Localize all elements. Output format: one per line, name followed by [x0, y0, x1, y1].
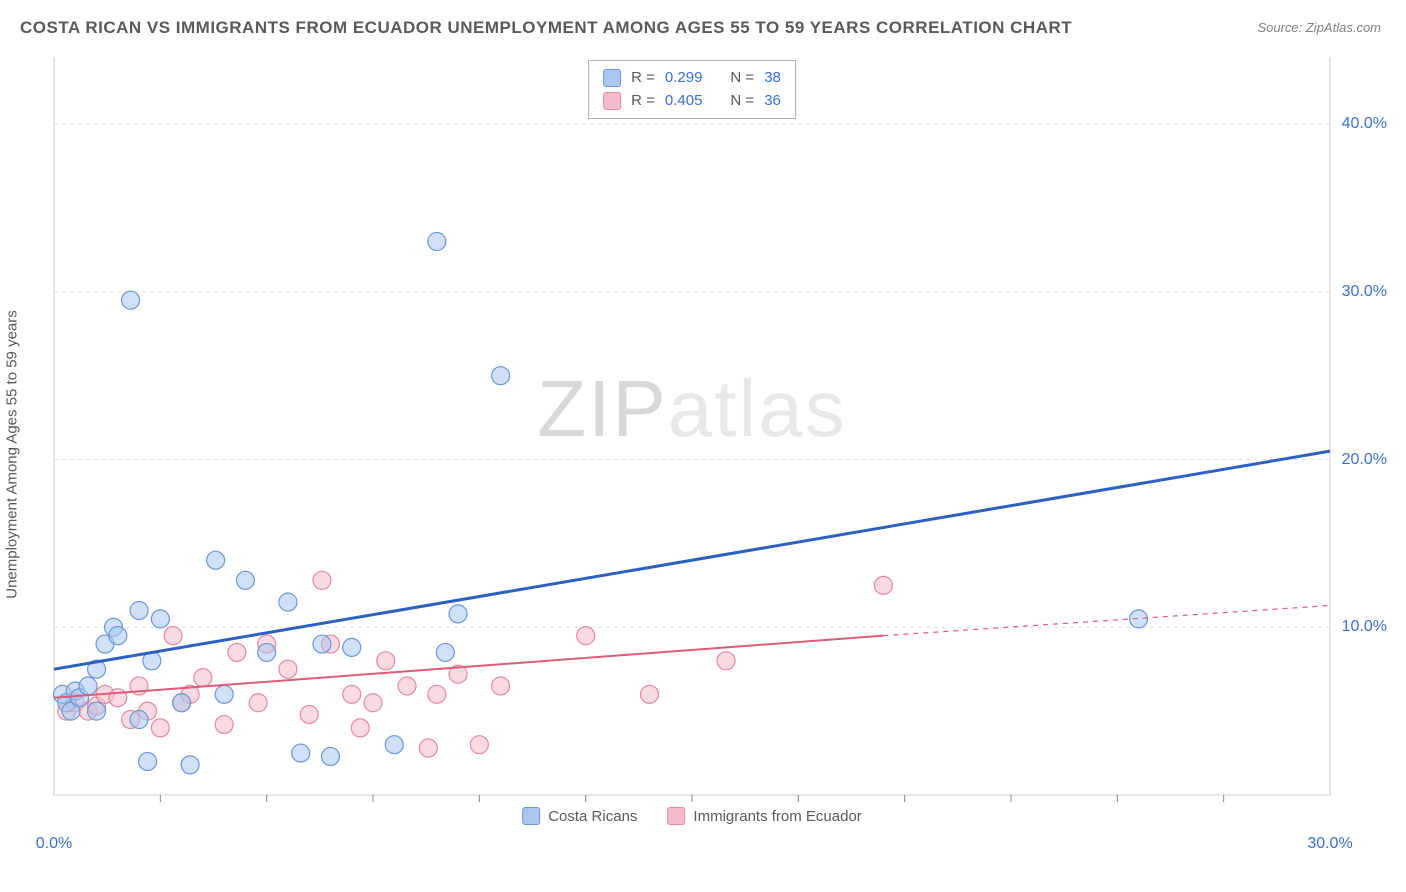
- legend-row: R = 0.299 N = 38: [603, 67, 781, 90]
- plot-area: ZIPatlas R = 0.299 N = 38 R = 0.405 N = …: [52, 55, 1332, 825]
- legend-row: R = 0.405 N = 36: [603, 90, 781, 113]
- y-axis-label: Unemployment Among Ages 55 to 59 years: [4, 310, 21, 599]
- legend-n-label: N =: [730, 67, 754, 90]
- legend-swatch: [522, 807, 540, 825]
- legend-r-label: R =: [631, 90, 655, 113]
- legend-label: Costa Ricans: [548, 808, 637, 825]
- source-attribution: Source: ZipAtlas.com: [1257, 20, 1381, 35]
- y-tick-label: 10.0%: [1342, 618, 1387, 636]
- legend-swatch: [603, 92, 621, 110]
- legend-item: Costa Ricans: [522, 807, 637, 825]
- chart-title: COSTA RICAN VS IMMIGRANTS FROM ECUADOR U…: [20, 18, 1072, 38]
- y-tick-label: 40.0%: [1342, 115, 1387, 133]
- correlation-legend: R = 0.299 N = 38 R = 0.405 N = 36: [588, 60, 796, 119]
- legend-r-label: R =: [631, 67, 655, 90]
- legend-r-value: 0.299: [665, 67, 703, 90]
- x-tick-label: 0.0%: [36, 835, 72, 853]
- legend-swatch: [603, 69, 621, 87]
- y-tick-label: 30.0%: [1342, 283, 1387, 301]
- legend-swatch: [667, 807, 685, 825]
- chart-container: COSTA RICAN VS IMMIGRANTS FROM ECUADOR U…: [0, 0, 1406, 892]
- x-tick-label: 30.0%: [1307, 835, 1352, 853]
- legend-label: Immigrants from Ecuador: [693, 808, 861, 825]
- legend-r-value: 0.405: [665, 90, 703, 113]
- scatter-svg: [52, 55, 1332, 825]
- legend-n-value: 36: [764, 90, 781, 113]
- legend-n-value: 38: [764, 67, 781, 90]
- legend-n-label: N =: [730, 90, 754, 113]
- legend-item: Immigrants from Ecuador: [667, 807, 861, 825]
- y-tick-label: 20.0%: [1342, 451, 1387, 469]
- series-legend: Costa Ricans Immigrants from Ecuador: [522, 807, 862, 825]
